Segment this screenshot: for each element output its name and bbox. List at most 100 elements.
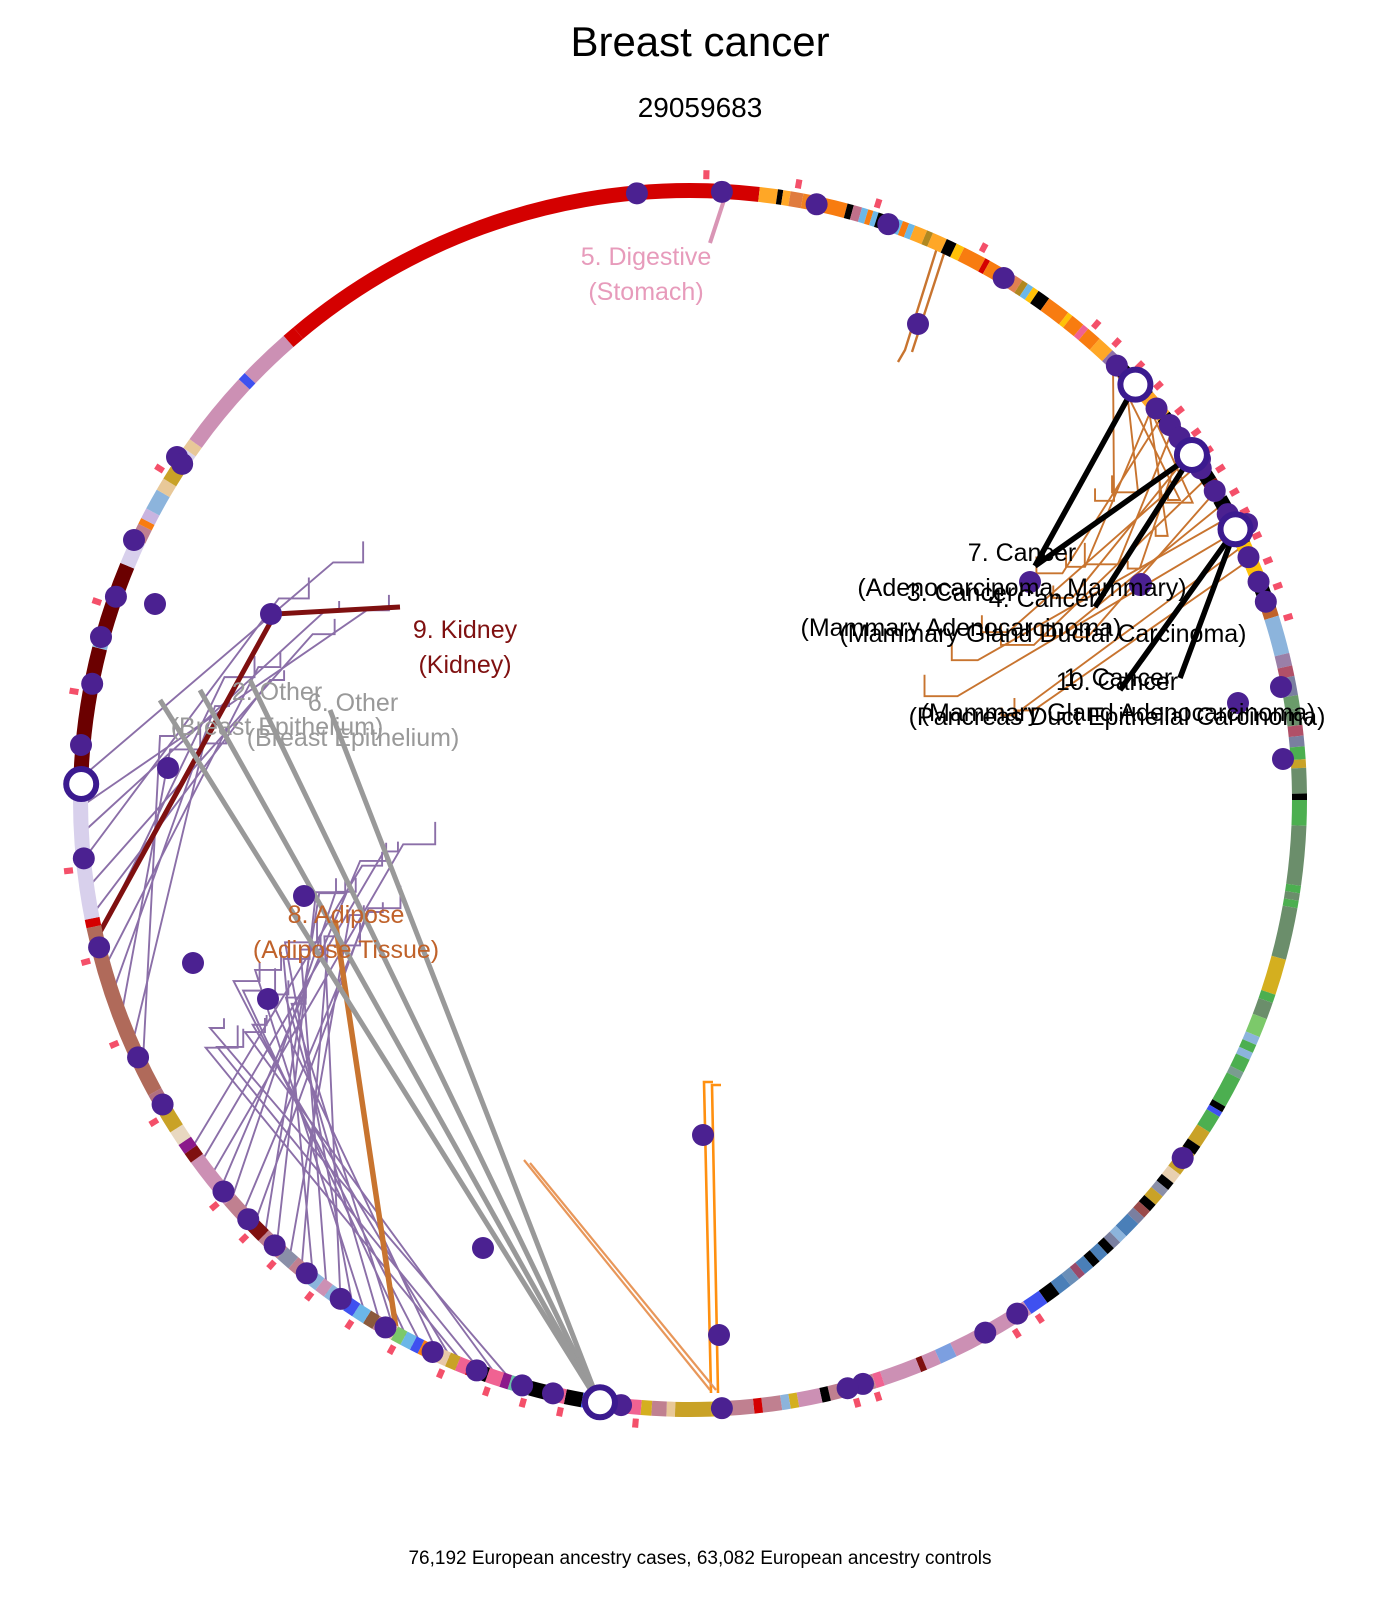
- ring-segment: [1286, 825, 1307, 886]
- highlight-ring-marker[interactable]: [1117, 366, 1154, 403]
- ring-dot: [104, 585, 127, 608]
- association-dot: [472, 1237, 494, 1259]
- connector-line: [1074, 486, 1221, 639]
- ring-segment: [869, 210, 879, 227]
- ring-segment: [1069, 1262, 1085, 1279]
- ring-segment: [1290, 759, 1307, 769]
- ring-segment: [863, 209, 874, 226]
- ring-tick: [794, 179, 803, 189]
- ring-tick: [208, 1200, 220, 1212]
- ring-segment: [1242, 1031, 1260, 1046]
- annotation-label-10: 10. Cancer: [1056, 668, 1178, 696]
- ring-segment: [1236, 1046, 1253, 1060]
- annotation-pointer-cancer: [1092, 453, 1195, 609]
- ring-segment: [1156, 1173, 1174, 1190]
- study-id: 29059683: [637, 92, 763, 123]
- ring-segment: [915, 1355, 928, 1373]
- connector-line: [980, 459, 1204, 634]
- ring-segment: [758, 186, 779, 205]
- association-dot: [260, 603, 282, 625]
- association-dot: [293, 885, 315, 907]
- ring-segment: [1252, 997, 1273, 1020]
- ring-segment: [1024, 287, 1039, 304]
- ring-segment: [238, 372, 256, 390]
- connector-line: [523, 1159, 711, 1391]
- ring-segment: [857, 207, 869, 224]
- connector-line: [910, 242, 949, 353]
- connector-line: [1111, 364, 1140, 494]
- ring-segment: [1182, 1138, 1201, 1155]
- ring-segment: [1261, 607, 1279, 620]
- ring-segment: [178, 1136, 197, 1154]
- annotation-label-5: 5. Digestive: [581, 243, 712, 271]
- connector-line: [262, 875, 347, 1244]
- annotation-label-8: 8. Adipose: [288, 901, 405, 929]
- ring-segment: [1030, 290, 1050, 311]
- ring-segment: [957, 247, 986, 272]
- connector-line: [896, 238, 941, 363]
- ring-segment: [1115, 1213, 1139, 1237]
- ring-tick: [853, 1397, 862, 1408]
- ring-segment: [1239, 1039, 1257, 1053]
- ring-segment: [141, 508, 160, 525]
- association-dot: [708, 1324, 730, 1346]
- ring-dot: [805, 193, 828, 216]
- association-dot: [1019, 571, 1041, 593]
- ring-tick: [108, 1039, 120, 1049]
- annotation-sublabel-10: (Pancreas Duct Epithelial Carcinoma): [909, 703, 1326, 731]
- ring-dot: [1203, 479, 1226, 502]
- highlight-ring-marker[interactable]: [1173, 437, 1210, 474]
- ring-segment: [1285, 707, 1303, 727]
- connector-line: [215, 1028, 490, 1382]
- ring-segment: [1288, 735, 1305, 748]
- annotation-label-4: 4. Cancer: [989, 585, 1097, 613]
- connector-line: [206, 821, 437, 1183]
- highlight-ring-marker[interactable]: [63, 766, 100, 803]
- ring-segment: [729, 1398, 755, 1416]
- ring-segment: [1097, 1237, 1114, 1255]
- annotation-pointer-other: [197, 688, 602, 1406]
- connector-line: [74, 541, 365, 784]
- association-dot: [144, 593, 166, 615]
- ring-segment: [927, 232, 947, 253]
- annotation-label-3: 3. Cancer: [907, 579, 1015, 607]
- ring-dot: [1237, 546, 1260, 569]
- ring-tick: [873, 198, 883, 209]
- ring-segment: [1138, 1194, 1156, 1212]
- connector-line: [232, 962, 429, 1357]
- ring-dot: [88, 936, 111, 959]
- ring-tick: [63, 867, 74, 875]
- ring-segment: [1019, 283, 1034, 300]
- ring-tick: [1215, 463, 1226, 474]
- ring-dot: [877, 213, 900, 236]
- highlight-ring-marker[interactable]: [1217, 511, 1254, 548]
- association-dot: [257, 988, 279, 1010]
- annotation-label-1: 1. Cancer: [1064, 664, 1172, 692]
- ring-segment: [485, 1367, 504, 1387]
- ring-dots: [63, 180, 1294, 1421]
- ring-segment: [288, 1257, 307, 1276]
- ring-segment: [788, 191, 804, 209]
- ring-segment: [293, 183, 690, 339]
- ring-segment: [788, 1392, 800, 1409]
- ring-segment: [903, 223, 916, 240]
- ring-tick: [1228, 487, 1240, 497]
- connector-line: [1144, 386, 1169, 537]
- ring-segment: [1083, 1250, 1100, 1268]
- association-dot: [90, 626, 112, 648]
- ring-segment: [343, 1297, 361, 1317]
- annotation-pointer-cancer: [1033, 452, 1194, 569]
- ring-tick: [556, 1406, 564, 1417]
- ring-segment: [1089, 338, 1113, 362]
- highlight-ring-marker[interactable]: [581, 1384, 618, 1421]
- ring-segment: [84, 916, 102, 929]
- connector-line: [923, 527, 1243, 698]
- ring-segment: [1283, 891, 1300, 901]
- ring-segment: [1277, 665, 1295, 679]
- annotation-pointer-other: [157, 698, 602, 1406]
- ring-segment: [651, 1400, 667, 1417]
- ring-tick: [632, 1418, 639, 1428]
- ring-segment: [843, 203, 854, 220]
- ring-dot: [421, 1340, 444, 1363]
- connector-line: [196, 841, 399, 1169]
